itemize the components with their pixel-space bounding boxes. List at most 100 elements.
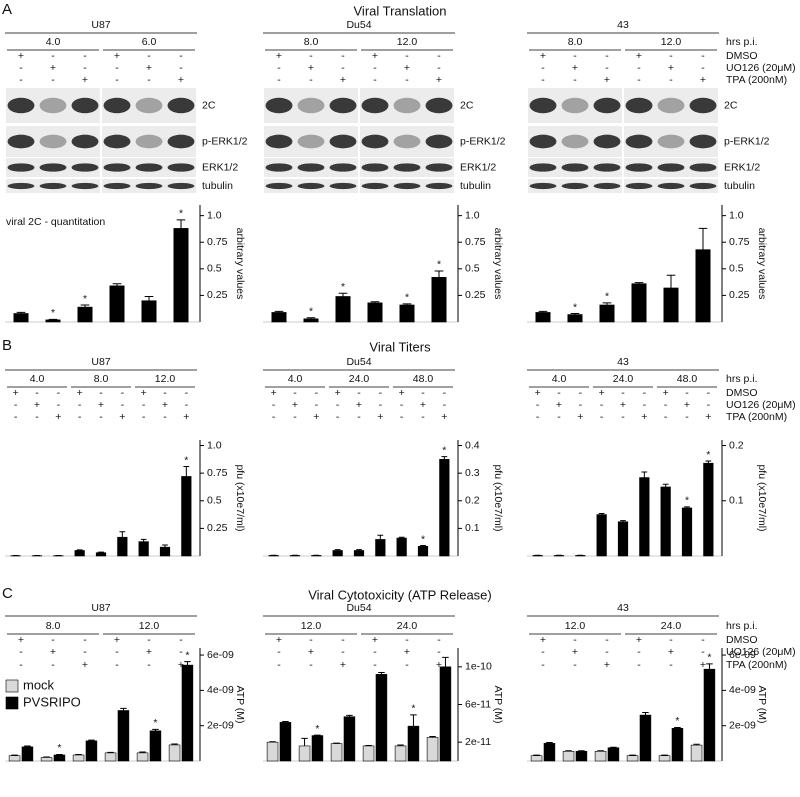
legend-label: PVSRIPO (23, 694, 81, 709)
error-bar (429, 736, 436, 738)
condition-sign: + (18, 634, 24, 646)
condition-sign: - (637, 659, 641, 671)
condition-sign: + (356, 399, 362, 411)
error-bar (120, 707, 127, 711)
significance-marker: * (315, 723, 319, 735)
error-bar (119, 531, 126, 538)
condition-sign: + (119, 411, 125, 423)
blot-band (135, 182, 163, 190)
row-label: DMSO (726, 634, 758, 646)
condition-sign: - (35, 387, 39, 399)
group-label: 8.0 (46, 620, 61, 632)
error-bar (546, 741, 553, 744)
bar (332, 550, 343, 557)
condition-sign: - (51, 634, 55, 646)
condition-sign: + (705, 411, 711, 423)
significance-marker: * (179, 208, 183, 220)
y-tick-label: 1.0 (207, 209, 222, 221)
blot-band (167, 163, 195, 172)
y-axis-label: pfu (x10e7/ml) (234, 464, 246, 531)
condition-sign: + (540, 634, 546, 646)
condition-sign: - (19, 62, 23, 74)
condition-sign: - (293, 411, 297, 423)
condition-sign: + (372, 50, 378, 62)
condition-sign: - (579, 387, 583, 399)
condition-sign: - (336, 411, 340, 423)
error-bar (705, 460, 712, 464)
y-axis-label: arbitrary values (756, 228, 768, 300)
blot-band (689, 97, 717, 114)
error-bar (570, 312, 580, 315)
condition-sign: - (600, 411, 604, 423)
condition-sign: + (162, 399, 168, 411)
significance-marker: * (185, 649, 189, 661)
condition-sign: - (78, 399, 82, 411)
bar (173, 228, 189, 323)
condition-sign: - (707, 399, 711, 411)
significance-marker: * (442, 444, 446, 456)
blot-band (265, 97, 293, 114)
bar (639, 477, 650, 557)
condition-sign: + (684, 399, 690, 411)
bar (85, 740, 98, 762)
condition-sign: - (443, 399, 447, 411)
bar (530, 755, 543, 762)
blot-band (265, 134, 293, 149)
condition-sign: - (315, 387, 319, 399)
blot-band (103, 97, 131, 114)
blot-band (167, 182, 195, 190)
error-bar (334, 549, 341, 551)
condition-sign: + (604, 659, 610, 671)
blot-band (167, 97, 195, 114)
panel-title: Viral Translation (354, 3, 447, 18)
bar (439, 666, 452, 762)
error-bar (661, 754, 668, 756)
condition-sign: - (83, 62, 87, 74)
condition-sign: + (34, 399, 40, 411)
error-bar (565, 750, 572, 752)
blot-band (393, 97, 421, 114)
bar (407, 725, 420, 762)
legend-label: mock (23, 677, 55, 692)
error-bar (338, 292, 348, 297)
condition-sign: - (277, 646, 281, 658)
condition-sign: + (420, 399, 426, 411)
condition-sign: + (620, 399, 626, 411)
blot-band (657, 163, 685, 172)
condition-sign: + (436, 659, 442, 671)
condition-sign: + (668, 646, 674, 658)
condition-sign: - (293, 387, 297, 399)
condition-sign: + (183, 411, 189, 423)
bar (117, 710, 130, 762)
condition-sign: + (82, 659, 88, 671)
bar (375, 539, 386, 557)
bar (575, 750, 588, 762)
y-axis-label: pfu (x10e7/ml) (492, 464, 504, 531)
blot-band (425, 182, 453, 190)
y-axis-label: arbitrary values (234, 228, 246, 300)
condition-sign: - (272, 399, 276, 411)
condition-sign: + (668, 62, 674, 74)
blot-band (425, 97, 453, 114)
blot-band (361, 134, 389, 149)
error-bar (378, 671, 385, 675)
error-bar (598, 512, 605, 515)
significance-marker: * (411, 703, 415, 715)
blot-band (361, 182, 389, 190)
blot-band (71, 182, 99, 190)
condition-sign: - (621, 387, 625, 399)
group-label: 4.0 (30, 373, 45, 385)
condition-sign: - (707, 387, 711, 399)
bar (431, 277, 447, 323)
condition-sign: - (557, 387, 561, 399)
blot-band (561, 134, 589, 149)
condition-sign: - (51, 74, 55, 86)
group-label: 4.0 (552, 373, 567, 385)
condition-sign: - (701, 62, 705, 74)
group-label: 12.0 (155, 373, 176, 385)
cell-line: 43 (617, 19, 629, 31)
y-tick-label: 2e-11 (465, 736, 491, 748)
condition-sign: - (147, 634, 151, 646)
condition-sign: - (541, 646, 545, 658)
y-tick-label: 0.25 (729, 289, 750, 301)
